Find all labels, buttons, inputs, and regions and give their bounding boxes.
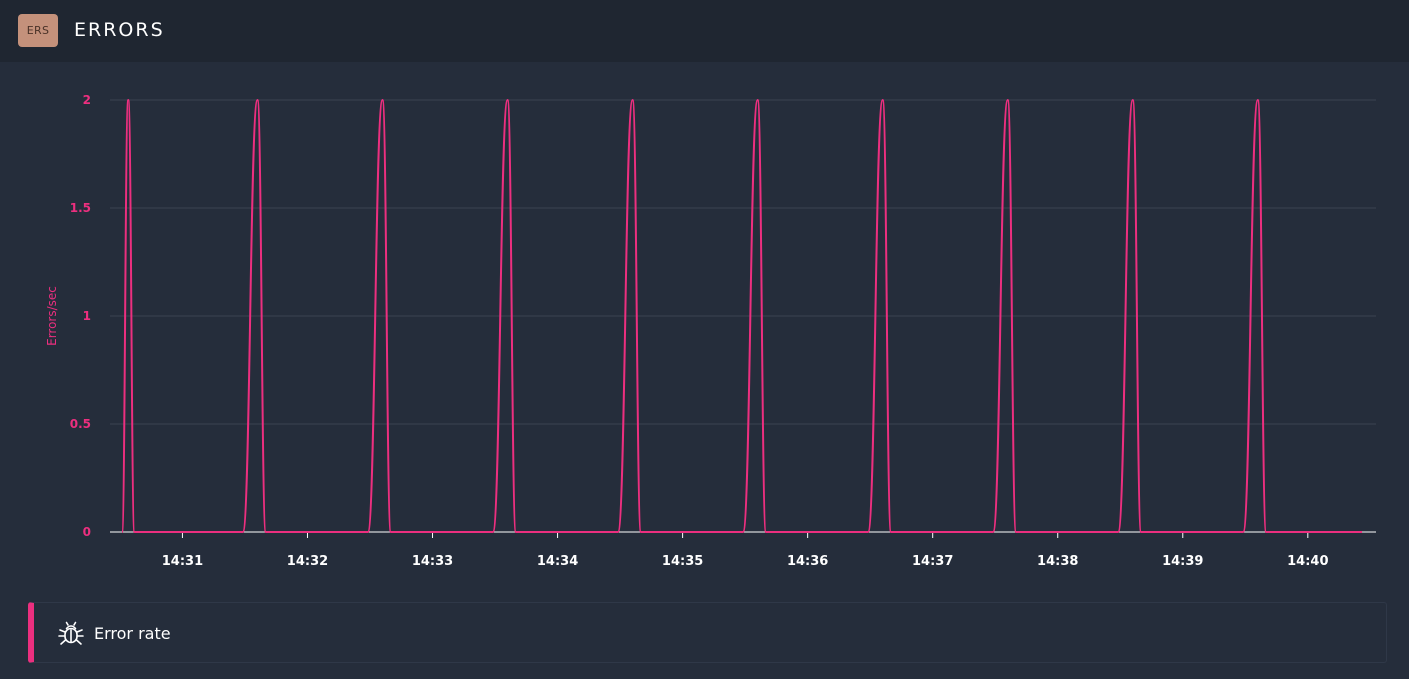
x-tick-label: 14:40 <box>1287 554 1328 569</box>
legend-label: Error rate <box>94 624 171 643</box>
x-tick-label: 14:32 <box>287 554 328 569</box>
x-tick-label: 14:33 <box>412 554 453 569</box>
y-axis-label: Errors/sec <box>45 286 59 346</box>
x-tick-label: 14:37 <box>912 554 953 569</box>
x-tick-label: 14:36 <box>787 554 828 569</box>
panel-header: ERS ERRORS <box>0 0 1409 62</box>
grid-lines <box>110 99 1376 533</box>
x-tick-label: 14:39 <box>1162 554 1203 569</box>
x-tick-label: 14:34 <box>537 554 578 569</box>
y-tick-label: 1.5 <box>70 201 91 215</box>
x-tick-label: 14:38 <box>1037 554 1078 569</box>
legend-item-error-rate[interactable]: Error rate <box>28 602 1387 663</box>
errors-chart: 0 0.5 1 1.5 2 14:31 14:32 14:33 14:34 14:35 14:36… <box>45 93 1376 569</box>
x-tick-label: 14:35 <box>662 554 703 569</box>
series-layer <box>121 99 1362 533</box>
bug-icon <box>58 621 84 645</box>
x-axis-ticks: 14:31 14:32 14:33 14:34 14:35 14:36 14:37 14:38… <box>162 532 1329 569</box>
panel-title: ERRORS <box>74 19 165 41</box>
panel-badge: ERS <box>18 14 58 47</box>
y-tick-label: 2 <box>83 93 91 107</box>
y-tick-label: 0 <box>83 525 91 539</box>
y-tick-label: 1 <box>83 309 91 323</box>
x-tick-label: 14:31 <box>162 554 203 569</box>
y-tick-label: 0.5 <box>70 417 91 431</box>
series-line-error-rate <box>121 99 1362 533</box>
y-axis-ticks: 0 0.5 1 1.5 2 <box>70 93 91 539</box>
